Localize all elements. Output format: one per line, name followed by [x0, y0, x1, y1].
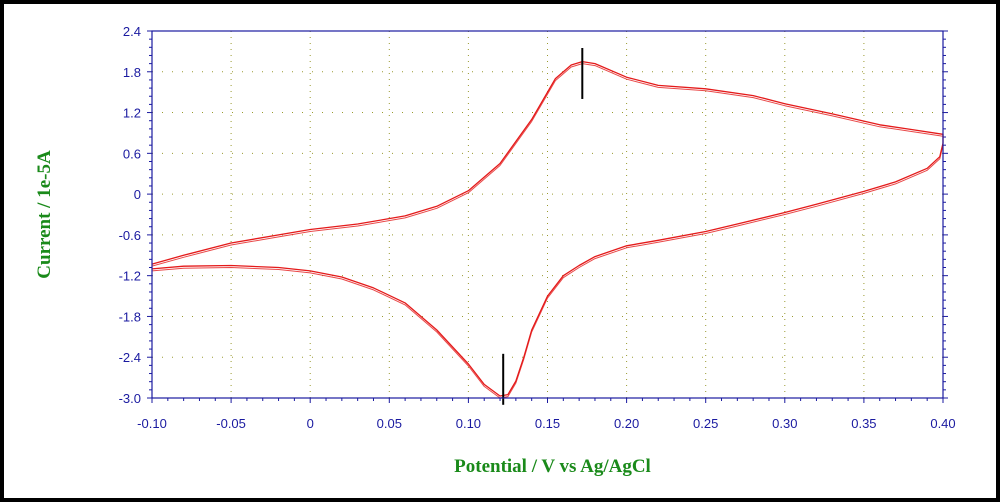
cv-chart: -0.10 -0.05 0 0.05 0.10 0.15 0.20 0.25 0.30 0.35 0…	[34, 24, 956, 477]
y-tick-label: -1.8	[119, 309, 141, 324]
curve-layer	[151, 60, 944, 399]
chart-frame: -0.10 -0.05 0 0.05 0.10 0.15 0.20 0.25 0.30 0.35 0…	[3, 3, 997, 499]
y-tick-label: 1.2	[123, 106, 141, 121]
x-axis-title: Potential / V vs Ag/AgCl	[454, 456, 651, 477]
x-tick-labels: -0.10 -0.05 0 0.05 0.10 0.15 0.20 0.25 0.30 0.35 0…	[137, 416, 955, 431]
y-tick-label: -2.4	[119, 350, 141, 365]
y-tick-label: 1.8	[123, 65, 141, 80]
y-tick-label: 0.6	[123, 146, 141, 161]
x-tick-label: 0.40	[930, 416, 955, 431]
peak-markers	[502, 47, 584, 405]
x-tick-label: 0	[307, 416, 314, 431]
y-tick-label: -0.6	[119, 228, 141, 243]
x-tick-label: 0.10	[456, 416, 481, 431]
plot-border	[151, 30, 944, 399]
x-tick-label: 0.20	[614, 416, 639, 431]
x-tick-label: 0.05	[377, 416, 402, 431]
x-tick-label: 0.30	[772, 416, 797, 431]
y-tick-labels: 2.4 1.8 1.2 0.6 0 -0.6 -1.2 -1.8 -2.4 -3.0	[119, 24, 141, 406]
x-tick-label: 0.35	[851, 416, 876, 431]
y-tick-label: -3.0	[119, 391, 141, 406]
y-axis-title: Current / 1e-5A	[34, 150, 55, 279]
cv-curve-cycle-overlay	[151, 63, 944, 399]
y-tick-label: 2.4	[123, 24, 141, 39]
plot-area	[152, 31, 943, 398]
x-tick-label: 0.15	[535, 416, 560, 431]
x-tick-label: 0.25	[693, 416, 718, 431]
x-tick-label: -0.05	[216, 416, 246, 431]
x-tick-label: -0.10	[137, 416, 167, 431]
y-tick-label: -1.2	[119, 269, 141, 284]
cv-curve-series-0	[151, 60, 944, 397]
y-tick-label: 0	[134, 187, 141, 202]
